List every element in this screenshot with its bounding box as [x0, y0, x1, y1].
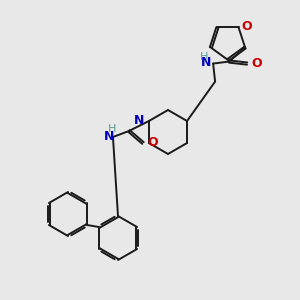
- Text: H: H: [200, 52, 208, 61]
- Text: O: O: [251, 57, 262, 70]
- Text: O: O: [147, 136, 158, 149]
- Text: N: N: [201, 56, 211, 69]
- Text: N: N: [134, 115, 144, 128]
- Text: H: H: [108, 124, 116, 134]
- Text: O: O: [242, 20, 252, 33]
- Text: N: N: [103, 130, 114, 143]
